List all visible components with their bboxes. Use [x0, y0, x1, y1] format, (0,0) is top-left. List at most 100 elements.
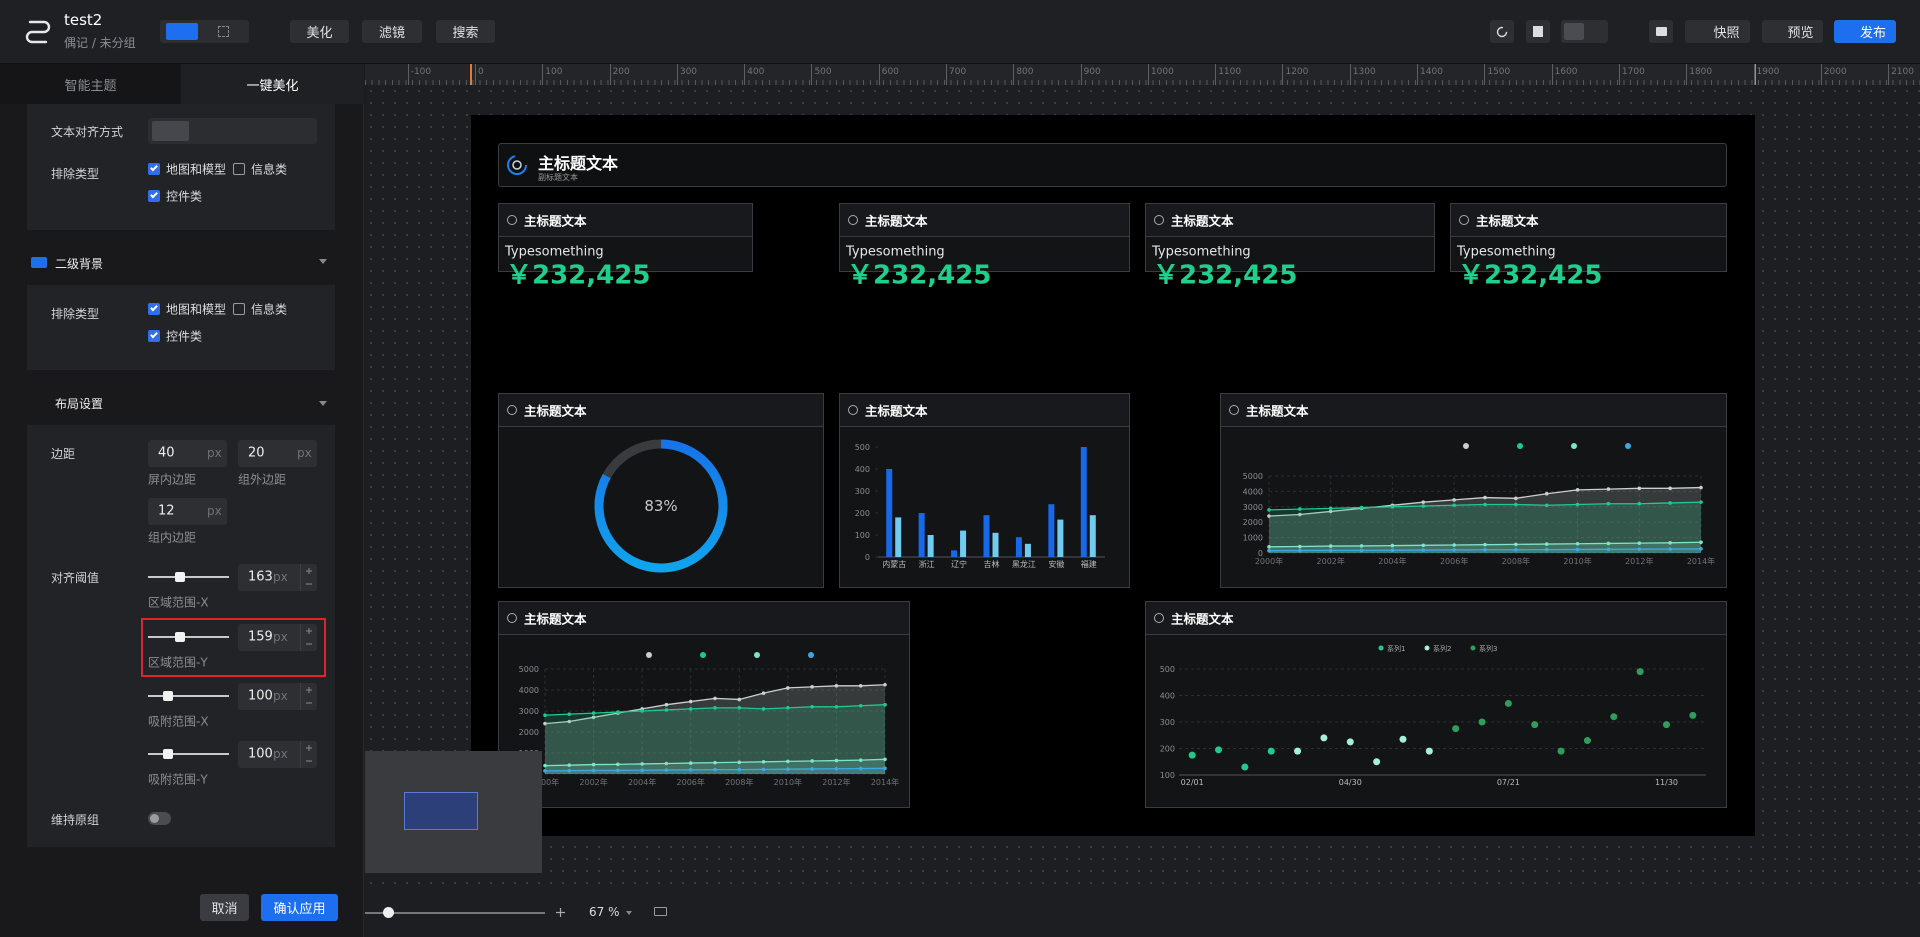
zoom-level[interactable]: 67 % — [589, 905, 620, 919]
input-caption: 组外边距 — [238, 472, 287, 487]
widget-icon — [1459, 215, 1469, 225]
confirm-button[interactable]: 确认应用 — [261, 894, 338, 921]
zoom-thumb[interactable] — [383, 907, 394, 918]
section-title: 布局设置 — [55, 397, 104, 411]
section-icon — [31, 257, 47, 268]
number-input[interactable] — [238, 683, 317, 710]
stepper[interactable] — [300, 741, 317, 768]
widget-title: 主标题文本 — [524, 403, 587, 419]
checkbox[interactable] — [148, 303, 160, 315]
input-unit: px — [207, 446, 222, 460]
grid-button[interactable] — [1526, 20, 1550, 43]
slider-track[interactable] — [148, 576, 229, 578]
refresh-icon — [1496, 26, 1508, 37]
stepper-glyph — [306, 568, 312, 585]
slider-thumb[interactable] — [163, 749, 173, 759]
section-chevron[interactable] — [319, 401, 327, 406]
cancel-button[interactable]: 取消 — [200, 894, 249, 921]
input-value: 20 — [248, 445, 265, 461]
kpi-value: ￥232,425 — [506, 260, 651, 291]
ruler-label: -100 — [410, 67, 432, 77]
ruler-label: 400 — [747, 67, 765, 77]
number-input[interactable] — [148, 440, 227, 467]
zoom-track[interactable] — [365, 912, 545, 914]
widget-title: 主标题文本 — [1171, 611, 1234, 627]
checkbox-label: 地图和模型 — [166, 162, 227, 177]
stepper[interactable] — [300, 564, 317, 591]
checkbox[interactable] — [233, 163, 245, 175]
setting-label: 排除类型 — [51, 307, 100, 321]
section-title: 二级背景 — [55, 257, 104, 271]
input-unit: px — [273, 570, 288, 584]
tool-button[interactable]: 搜索 — [436, 20, 495, 43]
widget-title: 主标题文本 — [1476, 213, 1539, 229]
action-button[interactable]: 预览 — [1762, 20, 1823, 43]
publish-button[interactable]: 发布 — [1834, 20, 1896, 43]
ruler-marker — [470, 64, 472, 85]
input-unit: px — [207, 504, 222, 518]
input-unit: px — [297, 446, 312, 460]
number-input[interactable] — [148, 498, 227, 525]
action-button[interactable]: 快照 — [1685, 20, 1750, 43]
input-caption: 组内边距 — [148, 530, 197, 545]
slider-track[interactable] — [148, 753, 229, 755]
checkbox[interactable] — [233, 303, 245, 315]
ruler-tick — [811, 64, 813, 85]
widget-title: 主标题文本 — [865, 213, 928, 229]
ruler-tick — [1820, 64, 1822, 85]
zoom-caret[interactable] — [626, 911, 632, 915]
slider-thumb[interactable] — [163, 691, 173, 701]
checkbox[interactable] — [148, 330, 160, 342]
widget-header — [498, 601, 910, 635]
number-input[interactable] — [238, 624, 317, 651]
ruler-label: 1700 — [1621, 67, 1645, 77]
stepper-icons — [306, 687, 312, 704]
ruler-label: 1100 — [1218, 67, 1242, 77]
slider-thumb[interactable] — [175, 572, 185, 582]
stepper[interactable] — [300, 624, 317, 651]
checkbox[interactable] — [148, 163, 160, 175]
slider-track[interactable] — [148, 695, 229, 697]
widget-icon — [848, 405, 858, 415]
mode-fit[interactable] — [218, 26, 229, 37]
icon-ring — [507, 155, 527, 175]
number-input[interactable] — [238, 440, 317, 467]
input-value: 40 — [158, 445, 175, 461]
stepper-glyph — [306, 687, 312, 704]
number-input[interactable] — [238, 741, 317, 768]
input-value: 159 — [248, 629, 273, 645]
sidebar-tab-active[interactable]: 一键美化 — [181, 64, 364, 104]
tool-button[interactable]: 滤镜 — [362, 20, 422, 43]
refresh-button[interactable] — [1490, 20, 1514, 43]
stepper-glyph — [306, 628, 312, 645]
checkbox[interactable] — [148, 190, 160, 202]
toggle[interactable] — [148, 812, 171, 825]
input-unit: px — [273, 689, 288, 703]
widget-icon — [848, 215, 858, 225]
sidebar-tab[interactable]: 智能主题 — [0, 64, 181, 104]
keyboard-icon[interactable] — [654, 907, 667, 916]
setting-label: 边距 — [51, 447, 76, 461]
slider-thumb[interactable] — [175, 632, 185, 642]
ruler-tick — [1282, 64, 1284, 85]
check-tick — [150, 303, 158, 312]
mode-edit[interactable] — [166, 23, 198, 40]
ruler-label: 200 — [612, 67, 630, 77]
slider-caption: 吸附范围-Y — [148, 772, 208, 787]
number-input[interactable] — [238, 564, 317, 591]
widget-icon — [507, 613, 517, 623]
zoom-in[interactable] — [555, 907, 566, 918]
ruler-label: 1300 — [1352, 67, 1376, 77]
tool-button[interactable]: 美化 — [290, 20, 349, 43]
check-tick — [150, 163, 158, 172]
theme-toggle[interactable] — [1561, 20, 1608, 43]
widget-icon — [1154, 215, 1164, 225]
slider-track[interactable] — [148, 636, 229, 638]
stepper[interactable] — [300, 683, 317, 710]
logo-path — [25, 20, 51, 44]
message-button[interactable] — [1649, 20, 1673, 43]
section-chevron[interactable] — [319, 259, 327, 264]
widget-title: 主标题文本 — [524, 611, 587, 627]
checkbox-label: 信息类 — [251, 302, 288, 317]
align-option-active[interactable] — [152, 121, 189, 141]
